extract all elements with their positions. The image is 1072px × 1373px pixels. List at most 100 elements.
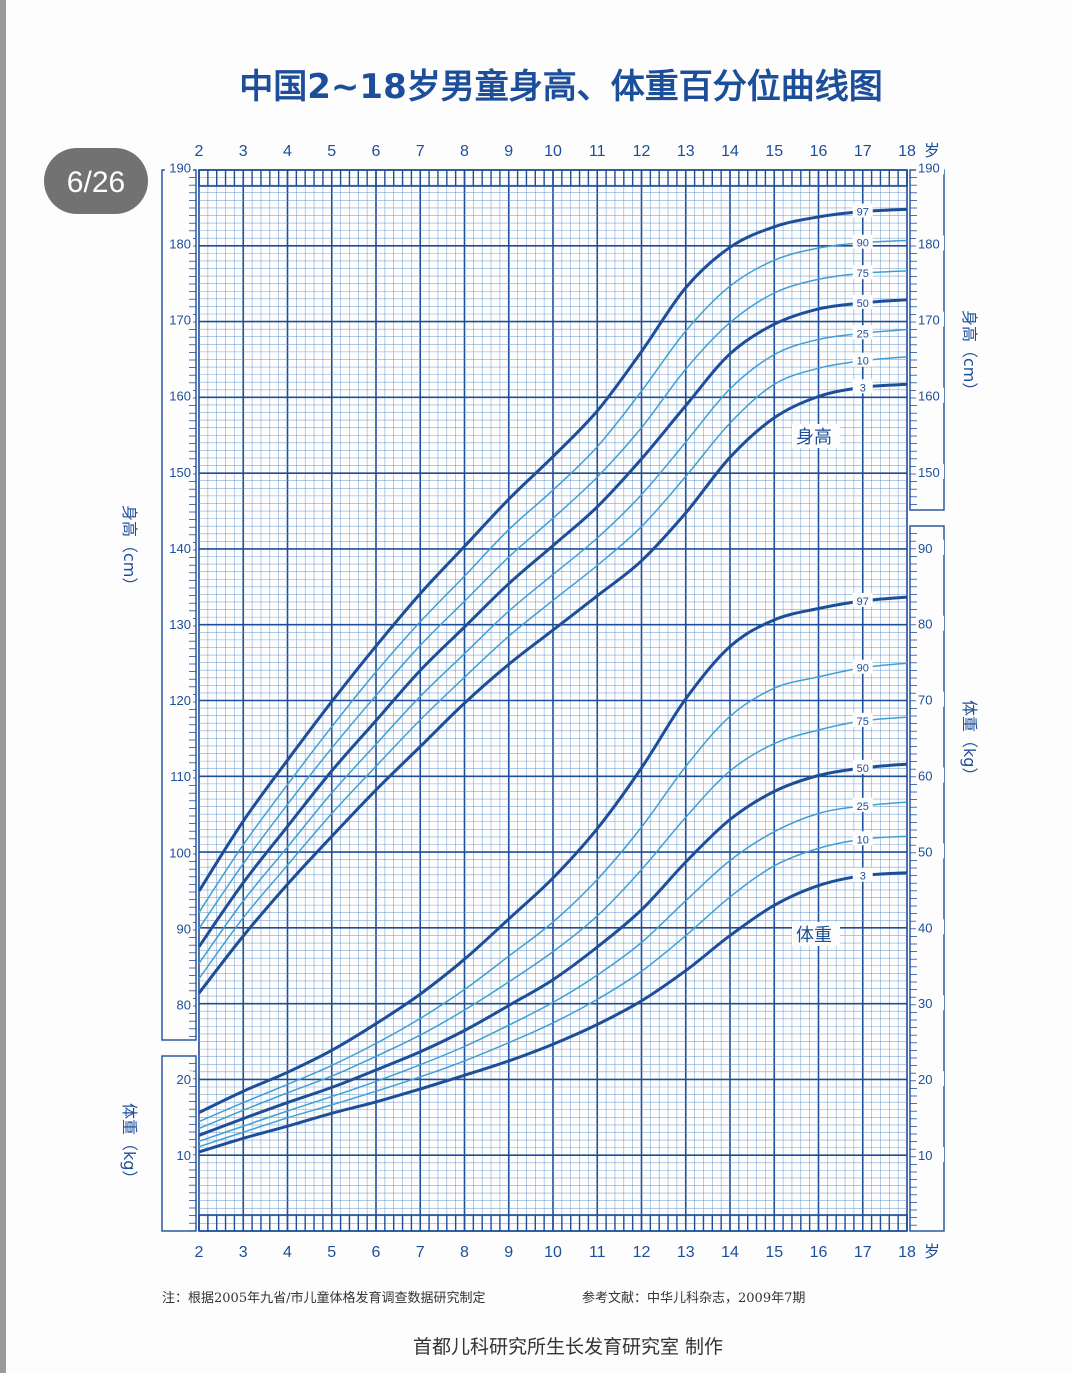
height-label-p50: 50 xyxy=(857,298,869,310)
age-tick-top: 7 xyxy=(416,143,425,160)
height-label-p25: 25 xyxy=(857,328,869,340)
page-badge-bg xyxy=(44,148,148,214)
right-weight-tick-bg xyxy=(916,1147,944,1162)
age-tick-bottom: 8 xyxy=(460,1244,469,1261)
weight-curve-p3 xyxy=(198,871,908,1154)
right-weight-ruler-box xyxy=(909,525,945,1232)
page-badge: 6/26 xyxy=(44,148,148,214)
footer-credit: 首都儿科研究所生长发育研究室 制作 xyxy=(413,1336,723,1358)
chart-title: 中国2~18岁男童身高、体重百分位曲线图 xyxy=(239,67,882,107)
height-label-p10: 10 xyxy=(857,356,869,368)
left-weight-ruler-box xyxy=(161,1055,197,1232)
right-weight-tick-bg xyxy=(916,1071,944,1087)
right-weight-tick-bg xyxy=(916,995,944,1011)
right-weight-tick-bg xyxy=(916,843,944,859)
right-weight-tick: 50 xyxy=(918,844,932,859)
weight-label-p25: 25 xyxy=(857,801,869,813)
age-tick-top: 15 xyxy=(765,143,783,160)
left-height-tick: 110 xyxy=(170,769,191,784)
height-label-bg xyxy=(852,379,873,394)
weight-label-p10: 10 xyxy=(857,834,869,846)
age-tick-bottom: 16 xyxy=(810,1244,828,1261)
left-height-tick: 160 xyxy=(169,389,191,404)
age-tick-bottom: 4 xyxy=(283,1244,292,1261)
age-tick-bottom: 13 xyxy=(677,1244,695,1261)
reference-note: 参考文献：中华儿科杂志，2009年7期 xyxy=(582,1290,805,1306)
age-tick-bottom: 11 xyxy=(589,1244,606,1261)
height-curve-p3 xyxy=(197,382,908,995)
right-weight-tick: 40 xyxy=(918,920,932,935)
weight-label-bg xyxy=(852,592,873,607)
right-height-tick-bg xyxy=(916,463,944,479)
right-height-axis-label: 身高（cm） xyxy=(960,310,979,398)
height-curve-p25 xyxy=(198,328,908,964)
left-height-tick: 100 xyxy=(169,845,191,860)
left-height-ruler-box xyxy=(161,169,197,1041)
left-weight-tick-bg xyxy=(165,1071,193,1087)
age-tick-top: 18 xyxy=(898,143,916,160)
weight-label-p3: 3 xyxy=(860,871,866,883)
weight-label-bg xyxy=(852,659,873,674)
age-tick-top: 11 xyxy=(589,143,606,160)
height-label-p75: 75 xyxy=(857,268,869,280)
height-curve-p90 xyxy=(198,239,908,913)
age-tick-top: 16 xyxy=(810,143,828,160)
right-height-tick-bg xyxy=(916,159,944,175)
weight-curve-p25 xyxy=(198,801,908,1143)
weight-curve-p75 xyxy=(198,716,908,1130)
age-tick-bottom: 12 xyxy=(633,1244,651,1261)
height-label-bg xyxy=(852,325,873,340)
left-height-tick: 140 xyxy=(169,541,191,556)
left-height-tick-bg xyxy=(165,996,193,1012)
height-panel-label: 身高 xyxy=(796,427,832,448)
age-tick-bottom: 17 xyxy=(854,1244,872,1261)
weight-label-bg xyxy=(852,867,873,882)
left-weight-tick: 10 xyxy=(177,1148,191,1163)
right-weight-tick: 70 xyxy=(918,693,932,708)
right-height-tick: 180 xyxy=(918,237,940,252)
right-weight-tick-bg xyxy=(916,615,944,631)
height-label-p97: 97 xyxy=(857,207,869,219)
left-weight-tick-bg xyxy=(165,1147,193,1162)
weight-label-p90: 90 xyxy=(857,663,869,675)
age-tick-bottom: 18 xyxy=(898,1244,916,1261)
left-height-tick-bg xyxy=(165,387,193,403)
age-tick-top: 8 xyxy=(460,143,469,160)
percentile-curves xyxy=(197,207,908,1154)
left-height-tick: 170 xyxy=(169,313,191,328)
height-label-bg xyxy=(852,352,873,367)
left-height-tick-bg xyxy=(165,768,193,784)
right-height-tick: 160 xyxy=(918,389,940,404)
right-weight-tick-bg xyxy=(916,691,944,707)
right-weight-tick: 30 xyxy=(918,996,932,1011)
left-height-tick-bg xyxy=(165,463,193,479)
right-weight-tick-bg xyxy=(916,919,944,935)
weight-label-p97: 97 xyxy=(857,596,869,608)
left-height-tick-bg xyxy=(165,235,193,251)
weight-label-bg xyxy=(852,797,873,812)
age-tick-bottom: 15 xyxy=(765,1244,783,1261)
left-height-tick: 150 xyxy=(169,465,191,480)
height-label-bg xyxy=(852,234,873,249)
age-tick-top: 9 xyxy=(504,143,513,160)
age-tick-top: 10 xyxy=(544,143,562,160)
left-height-tick-bg xyxy=(165,844,193,860)
weight-label-p50: 50 xyxy=(857,763,869,775)
weight-label-bg xyxy=(852,759,873,774)
age-tick-top: 3 xyxy=(239,143,248,160)
height-label-bg xyxy=(852,294,873,309)
right-weight-tick-bg xyxy=(916,539,944,555)
weight-label-bg xyxy=(852,831,873,846)
left-height-tick: 180 xyxy=(169,237,191,252)
page-edge xyxy=(0,0,6,1373)
left-height-tick: 80 xyxy=(177,998,191,1013)
age-tick-bottom: 2 xyxy=(195,1244,204,1261)
age-tick-bottom: 9 xyxy=(504,1244,513,1261)
right-weight-tick: 80 xyxy=(918,617,932,632)
age-tick-top: 2 xyxy=(195,143,204,160)
height-label-p3: 3 xyxy=(860,382,866,394)
height-label-p90: 90 xyxy=(857,238,869,250)
left-height-axis-label: 身高（cm） xyxy=(120,505,139,593)
age-tick-bottom: 14 xyxy=(721,1244,739,1261)
